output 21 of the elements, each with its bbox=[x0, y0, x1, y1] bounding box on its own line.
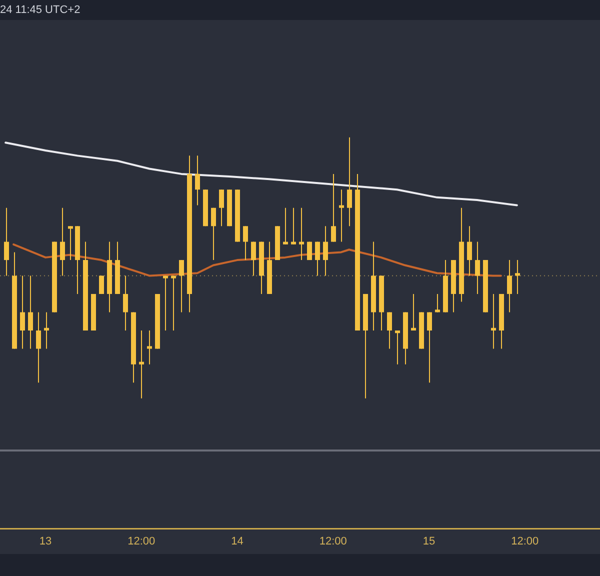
x-tick-label: 12:00 bbox=[128, 535, 156, 548]
candlestick bbox=[395, 330, 400, 364]
candlestick bbox=[139, 330, 144, 398]
candlestick bbox=[291, 208, 296, 244]
x-tick-label: 15 bbox=[422, 535, 436, 548]
candlestick bbox=[339, 190, 344, 242]
candlestick bbox=[299, 208, 304, 260]
candlestick bbox=[147, 330, 152, 364]
x-tick-label: 12:00 bbox=[319, 535, 347, 548]
candlestick bbox=[411, 294, 416, 330]
candlestick bbox=[515, 260, 520, 294]
x-tick-label: 12:00 bbox=[511, 535, 539, 548]
text: 24 11:45 UTC+2 bbox=[0, 3, 80, 18]
x-tick-label: 13 bbox=[39, 535, 52, 548]
candlestick bbox=[163, 276, 168, 330]
candlestick bbox=[68, 226, 73, 260]
candlestick bbox=[491, 294, 496, 349]
candlestick bbox=[171, 276, 176, 330]
x-tick-label: 14 bbox=[231, 535, 244, 548]
candlestick bbox=[44, 312, 49, 349]
candlestick bbox=[283, 208, 288, 244]
